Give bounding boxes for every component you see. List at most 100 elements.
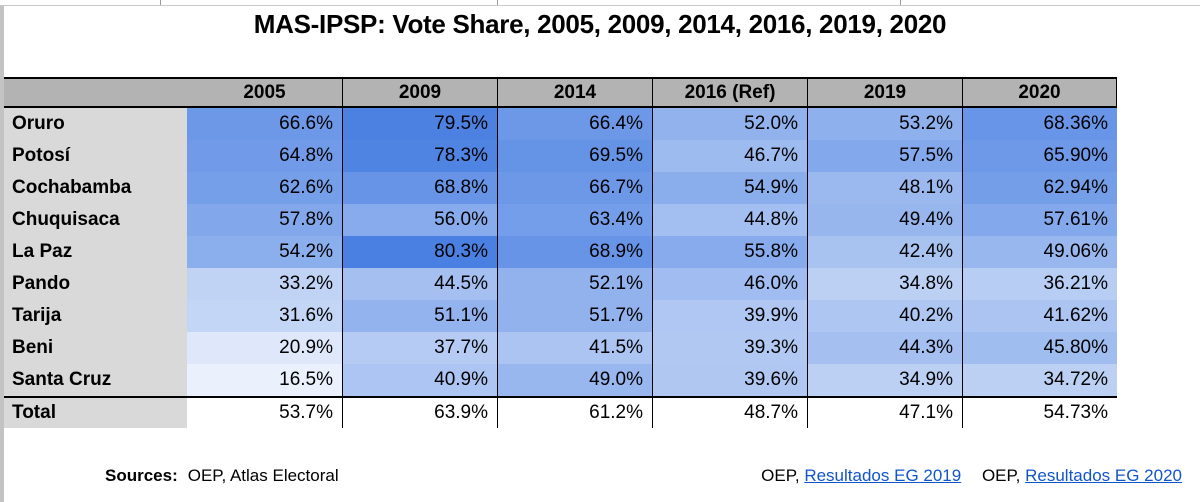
vote-cell: 34.9%	[807, 364, 962, 396]
vote-cell: 66.7%	[497, 172, 652, 204]
link-resultados-eg-2019[interactable]: Resultados EG 2019	[804, 466, 962, 485]
header-cell-year: 2019	[807, 79, 962, 106]
top-gridline-strip	[0, 0, 1200, 6]
vote-cell: 49.06%	[962, 236, 1117, 268]
total-row-label: Total	[4, 398, 187, 428]
row-label: Tarija	[4, 300, 187, 332]
vote-cell: 40.9%	[342, 364, 497, 396]
vote-cell: 79.5%	[342, 108, 497, 140]
header-cell-year: 2009	[342, 79, 497, 106]
vote-cell: 62.94%	[962, 172, 1117, 204]
row-label: Beni	[4, 332, 187, 364]
vote-cell: 62.6%	[187, 172, 342, 204]
header-cell-year: 2020	[962, 79, 1117, 106]
vote-cell: 55.8%	[652, 236, 807, 268]
vote-cell: 68.8%	[342, 172, 497, 204]
vote-cell: 57.5%	[807, 140, 962, 172]
vote-cell: 48.1%	[807, 172, 962, 204]
vote-cell: 57.8%	[187, 204, 342, 236]
vote-cell: 51.7%	[497, 300, 652, 332]
page-title: MAS-IPSP: Vote Share, 2005, 2009, 2014, …	[253, 9, 947, 39]
vote-cell: 41.62%	[962, 300, 1117, 332]
citation-segment-2020: OEP, Resultados EG 2020	[982, 466, 1182, 485]
row-label: Santa Cruz	[4, 364, 187, 396]
vote-cell: 44.8%	[652, 204, 807, 236]
vote-cell: 56.0%	[342, 204, 497, 236]
row-label: Pando	[4, 268, 187, 300]
vote-cell: 42.4%	[807, 236, 962, 268]
vote-cell: 20.9%	[187, 332, 342, 364]
total-row: Total 53.7% 63.9% 61.2% 48.7% 47.1% 54.73%	[4, 396, 1117, 428]
table-row: Tarija 31.6% 51.1% 51.7% 39.9% 40.2% 41.62%	[4, 300, 1117, 332]
total-vote-cell: 54.73%	[962, 398, 1117, 428]
total-vote-cell: 53.7%	[187, 398, 342, 428]
grid-tick	[160, 0, 161, 5]
table-row: La Paz 54.2% 80.3% 68.9% 55.8% 42.4% 49.06%	[4, 236, 1117, 268]
total-vote-cell: 63.9%	[342, 398, 497, 428]
citation-segment-2019: OEP, Resultados EG 2019	[761, 466, 961, 485]
row-label: Oruro	[4, 108, 187, 140]
vote-cell: 51.1%	[342, 300, 497, 332]
vote-cell: 46.0%	[652, 268, 807, 300]
vote-cell: 68.36%	[962, 108, 1117, 140]
table-row: Santa Cruz 16.5% 40.9% 49.0% 39.6% 34.9% 34.72…	[4, 364, 1117, 396]
vote-cell: 53.2%	[807, 108, 962, 140]
vote-cell: 66.4%	[497, 108, 652, 140]
left-gridline-strip	[0, 0, 4, 502]
vote-cell: 49.4%	[807, 204, 962, 236]
vote-cell: 44.3%	[807, 332, 962, 364]
vote-cell: 63.4%	[497, 204, 652, 236]
table-row: Pando 33.2% 44.5% 52.1% 46.0% 34.8% 36.21%	[4, 268, 1117, 300]
row-label: Cochabamba	[4, 172, 187, 204]
vote-cell: 69.5%	[497, 140, 652, 172]
vote-cell: 78.3%	[342, 140, 497, 172]
sources-label: Sources:	[105, 466, 178, 485]
table-row: Chuquisaca 57.8% 56.0% 63.4% 44.8% 49.4% 57.61…	[4, 204, 1117, 236]
sources-text: OEP, Atlas Electoral	[187, 466, 339, 485]
header-cell-year: 2014	[497, 79, 652, 106]
table-row: Oruro 66.6% 79.5% 66.4% 52.0% 53.2% 68.36%	[4, 108, 1117, 140]
grid-tick	[497, 0, 498, 5]
vote-cell: 39.3%	[652, 332, 807, 364]
citation-prefix-2019: OEP,	[761, 466, 805, 485]
vote-cell: 45.80%	[962, 332, 1117, 364]
total-vote-cell: 47.1%	[807, 398, 962, 428]
grid-tick	[900, 0, 901, 5]
vote-cell: 36.21%	[962, 268, 1117, 300]
vote-cell: 54.2%	[187, 236, 342, 268]
vote-cell: 65.90%	[962, 140, 1117, 172]
vote-cell: 54.9%	[652, 172, 807, 204]
vote-cell: 80.3%	[342, 236, 497, 268]
table-row: Beni 20.9% 37.7% 41.5% 39.3% 44.3% 45.80%	[4, 332, 1117, 364]
vote-cell: 40.2%	[807, 300, 962, 332]
vote-cell: 68.9%	[497, 236, 652, 268]
vote-cell: 66.6%	[187, 108, 342, 140]
table-header-row: 2005 2009 2014 2016 (Ref) 2019 2020	[4, 77, 1117, 108]
vote-cell: 34.8%	[807, 268, 962, 300]
vote-cell: 46.7%	[652, 140, 807, 172]
header-cell-blank	[4, 79, 187, 106]
vote-cell: 34.72%	[962, 364, 1117, 396]
total-vote-cell: 48.7%	[652, 398, 807, 428]
vote-cell: 49.0%	[497, 364, 652, 396]
vote-cell: 39.9%	[652, 300, 807, 332]
vote-cell: 37.7%	[342, 332, 497, 364]
vote-cell: 57.61%	[962, 204, 1117, 236]
footer-citation: OEP, Resultados EG 2019 OEP, Resultados …	[761, 466, 1182, 486]
link-resultados-eg-2020[interactable]: Resultados EG 2020	[1025, 466, 1182, 485]
row-label: Potosí	[4, 140, 187, 172]
vote-cell: 52.1%	[497, 268, 652, 300]
vote-cell: 39.6%	[652, 364, 807, 396]
row-label: La Paz	[4, 236, 187, 268]
vote-cell: 64.8%	[187, 140, 342, 172]
table-row: Potosí 64.8% 78.3% 69.5% 46.7% 57.5% 65.90%	[4, 140, 1117, 172]
total-vote-cell: 61.2%	[497, 398, 652, 428]
vote-cell: 16.5%	[187, 364, 342, 396]
vote-cell: 31.6%	[187, 300, 342, 332]
citation-prefix-2020: OEP,	[981, 466, 1026, 485]
vote-share-table: 2005 2009 2014 2016 (Ref) 2019 2020 Oruro 66.6%…	[4, 77, 1117, 428]
header-cell-year: 2016 (Ref)	[652, 79, 807, 106]
vote-cell: 52.0%	[652, 108, 807, 140]
table-row: Cochabamba 62.6% 68.8% 66.7% 54.9% 48.1% 62.94…	[4, 172, 1117, 204]
sources-line: Sources: OEP, Atlas Electoral	[105, 466, 339, 486]
